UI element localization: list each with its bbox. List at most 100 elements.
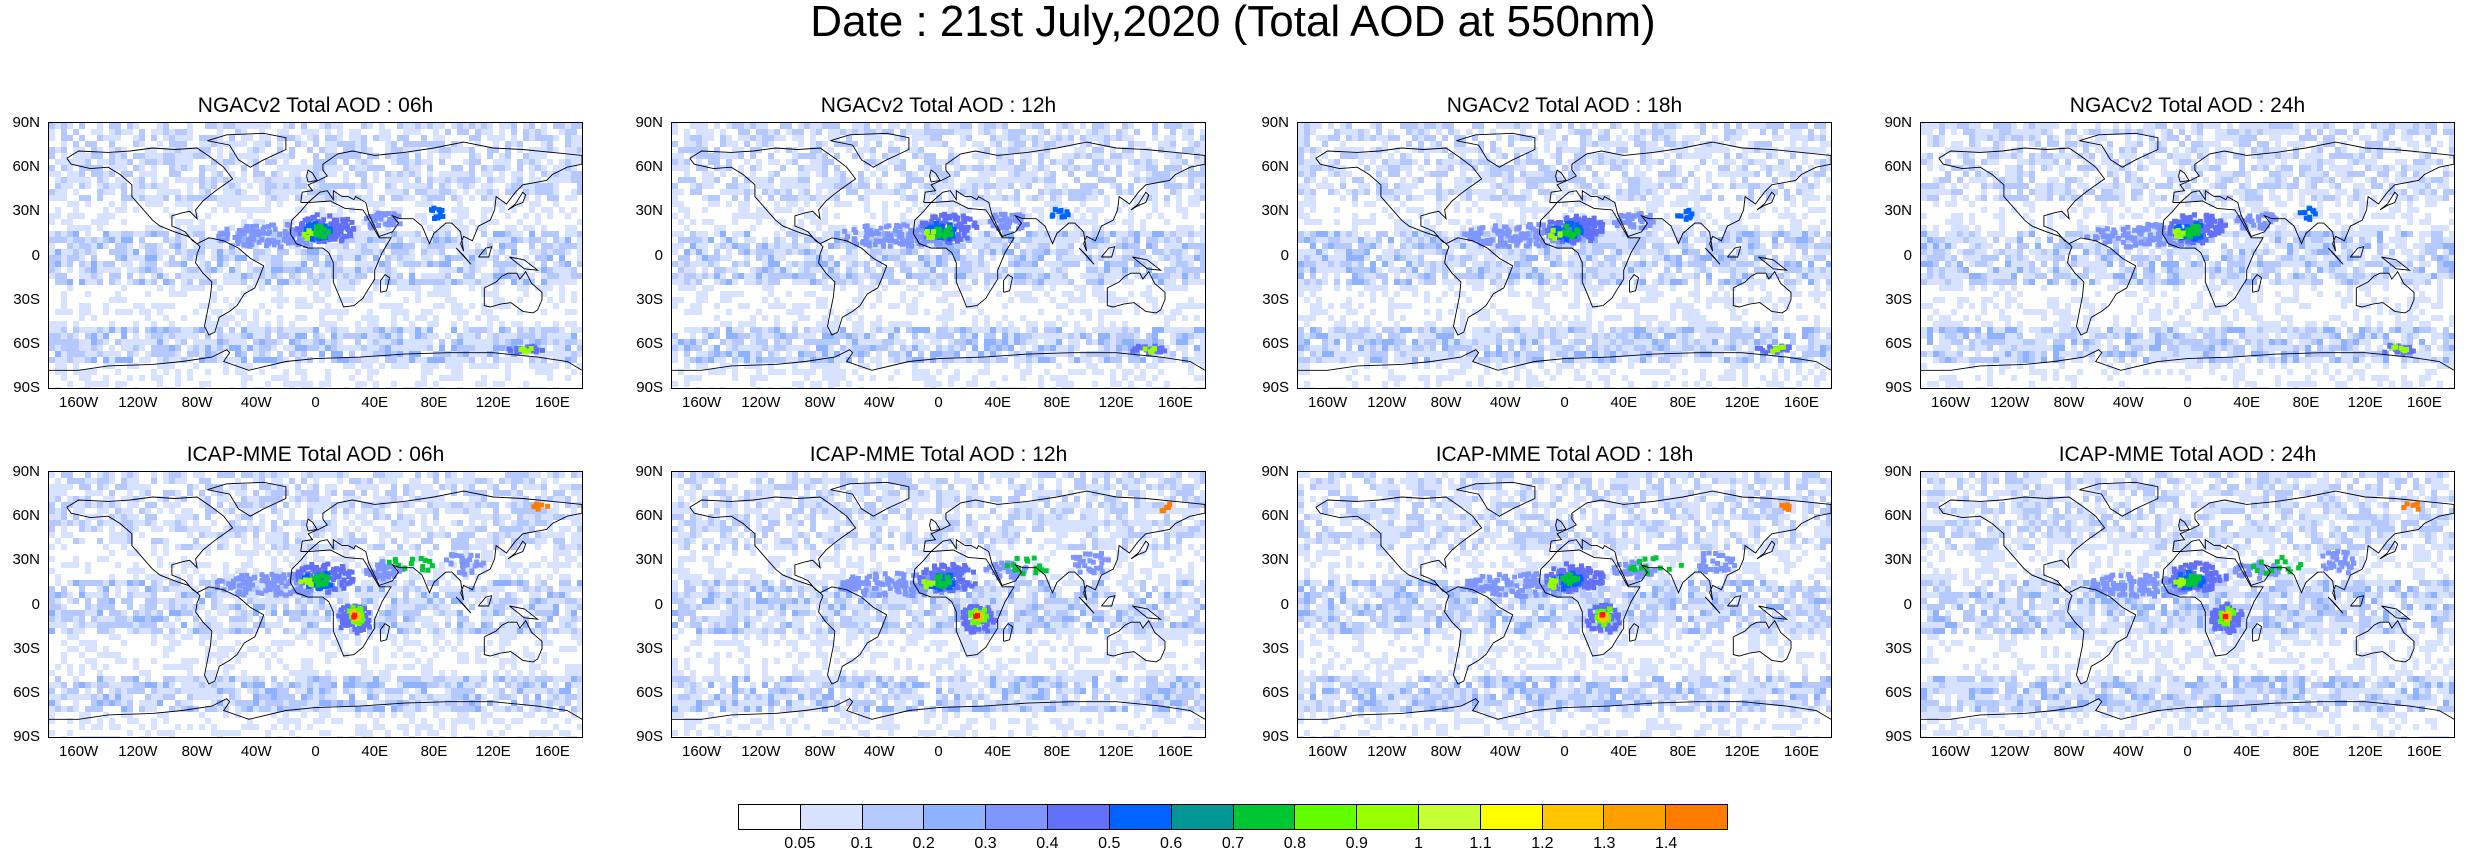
colorbar-box	[1666, 805, 1727, 829]
coastline	[455, 247, 472, 265]
coastline	[689, 147, 857, 245]
coastline	[207, 481, 287, 517]
y-tick-label: 90S	[1262, 729, 1289, 744]
map-panel: NGACv2 Total AOD : 24h 90N 60N 30N 0 30S 60S 90…	[1884, 94, 2455, 410]
x-tick-label: 80E	[1044, 744, 1071, 759]
coastline	[1756, 540, 1776, 560]
y-tick-label: 30S	[13, 641, 40, 656]
y-tick-label: 30N	[12, 203, 40, 218]
coastline	[689, 496, 857, 594]
colorbar-box	[1295, 805, 1358, 829]
x-tick-label: 160W	[59, 744, 98, 759]
colorbar-label: 0.4	[1036, 836, 1058, 852]
panel-title: ICAP-MME Total AOD : 24h	[1920, 443, 2455, 467]
aod-map	[1298, 472, 1831, 737]
coastline	[289, 200, 392, 308]
x-tick-label: 120E	[1725, 744, 1760, 759]
coastline	[1727, 595, 1742, 607]
x-tick-label: 120W	[118, 744, 157, 759]
map-frame	[1297, 471, 1832, 738]
x-tick-label: 0	[2183, 395, 2191, 410]
x-tick-label: 40E	[984, 744, 1011, 759]
map-frame	[48, 471, 583, 738]
colorbar-box	[986, 805, 1049, 829]
coastline	[2379, 540, 2399, 560]
coastline	[1298, 349, 1831, 371]
x-tick-label: 80W	[2054, 395, 2085, 410]
x-tick-label: 160W	[682, 395, 721, 410]
x-tick-label: 160E	[535, 395, 570, 410]
x-tick-label: 80E	[421, 395, 448, 410]
y-tick-label: 60N	[635, 159, 663, 174]
colorbar-box	[800, 805, 863, 829]
coastline	[1549, 490, 1831, 601]
x-tick-label: 40W	[2113, 395, 2144, 410]
coastline	[1629, 622, 1640, 642]
map-panel: ICAP-MME Total AOD : 24h 90N 60N 30N 0 30S 60S…	[1884, 443, 2455, 759]
coastline	[195, 586, 265, 685]
coastline	[195, 237, 265, 336]
x-tick-label: 120W	[1990, 395, 2029, 410]
x-tick-label: 120W	[1990, 744, 2029, 759]
x-tick-label: 80E	[1670, 744, 1697, 759]
coastline	[483, 270, 543, 314]
coastline	[2350, 246, 2365, 258]
y-tick-label: 30N	[635, 552, 663, 567]
coastline	[2178, 518, 2190, 532]
coastline	[1921, 698, 2454, 720]
coastline	[509, 256, 540, 271]
y-tick-label: 90S	[636, 729, 663, 744]
x-tick-label: 40E	[1610, 395, 1637, 410]
y-tick-label: 90S	[1885, 380, 1912, 395]
coastline	[1101, 246, 1116, 258]
y-tick-label: 30N	[1884, 552, 1912, 567]
aod-map	[1921, 123, 2454, 388]
y-tick-label: 0	[32, 597, 40, 612]
colorbar-label: 0.3	[974, 836, 996, 852]
coastline	[2172, 490, 2454, 601]
colorbar-label: 1.3	[1593, 836, 1615, 852]
coastline	[2252, 622, 2263, 642]
y-tick-label: 60N	[12, 159, 40, 174]
colorbar-box	[1480, 805, 1543, 829]
x-tick-label: 80E	[1044, 395, 1071, 410]
panel-title: ICAP-MME Total AOD : 06h	[48, 443, 583, 467]
y-tick-label: 0	[1281, 597, 1289, 612]
x-tick-label: 0	[934, 395, 942, 410]
x-tick-label: 160W	[1931, 395, 1970, 410]
coastline	[912, 200, 1015, 308]
y-tick-label: 0	[655, 597, 663, 612]
map-frame	[671, 122, 1206, 389]
colorbar-label: 0.6	[1160, 836, 1182, 852]
x-tick-label: 40W	[241, 744, 272, 759]
y-tick-label: 90S	[1885, 729, 1912, 744]
coastline	[1756, 191, 1776, 211]
coastline	[507, 191, 527, 211]
y-tick-label: 30N	[12, 552, 40, 567]
coastline	[672, 698, 1205, 720]
y-tick-label: 60S	[1885, 685, 1912, 700]
y-tick-label: 60N	[1261, 508, 1289, 523]
coastline	[66, 496, 234, 594]
coastline	[1003, 622, 1014, 642]
x-tick-label: 160E	[1158, 744, 1193, 759]
colorbar-label: 0.5	[1098, 836, 1120, 852]
y-tick-label: 60S	[1885, 336, 1912, 351]
y-tick-label: 90N	[1884, 464, 1912, 479]
coastline	[289, 549, 392, 657]
x-tick-label: 160E	[535, 744, 570, 759]
coastline	[1132, 256, 1163, 271]
y-tick-label: 60S	[13, 336, 40, 351]
panel-title: NGACv2 Total AOD : 12h	[671, 94, 1206, 118]
y-tick-label: 30N	[1261, 552, 1289, 567]
panel-title: ICAP-MME Total AOD : 12h	[671, 443, 1206, 467]
map-panel: NGACv2 Total AOD : 18h 90N 60N 30N 0 30S 60S 90…	[1261, 94, 1832, 410]
y-tick-label: 60S	[636, 336, 663, 351]
x-tick-label: 80W	[2054, 744, 2085, 759]
y-tick-label: 30S	[1262, 641, 1289, 656]
x-tick-label: 40W	[864, 395, 895, 410]
map-panel: ICAP-MME Total AOD : 18h 90N 60N 30N 0 30S 60S…	[1261, 443, 1832, 759]
coastline	[2079, 481, 2159, 517]
coastline	[923, 490, 1205, 601]
x-tick-label: 160W	[59, 395, 98, 410]
